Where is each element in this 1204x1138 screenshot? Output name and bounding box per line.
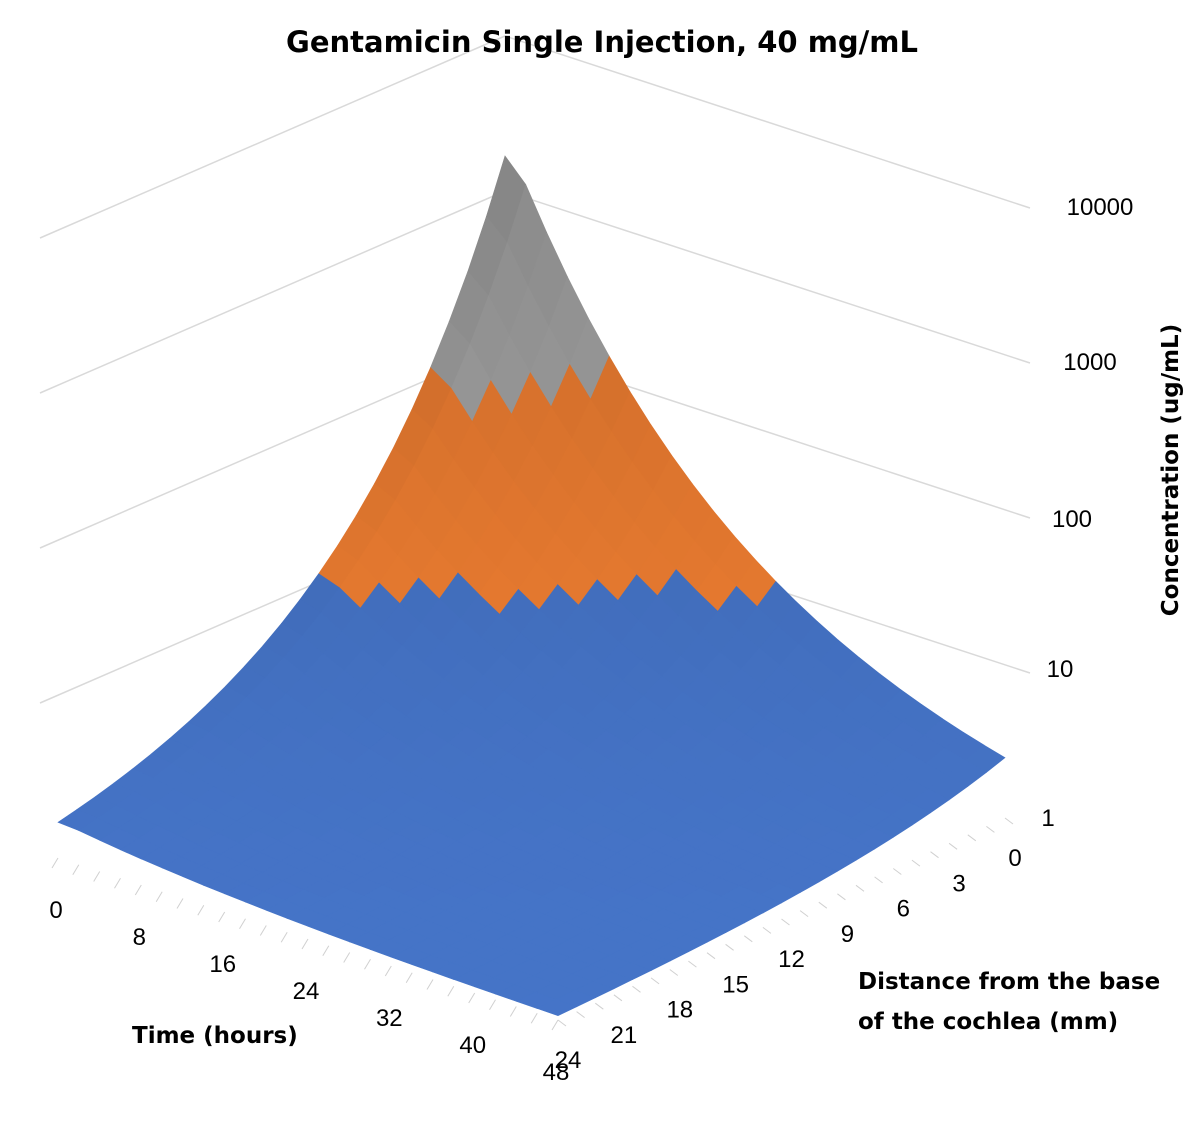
x-tick-mark [509, 1006, 517, 1017]
x-tick-mark [489, 999, 496, 1011]
y-tick-label: 12 [778, 946, 805, 973]
x-tick-label: 8 [133, 924, 146, 951]
y-tick-label: 15 [722, 971, 749, 998]
x-tick-mark [405, 972, 413, 984]
y-tick-mark [986, 826, 995, 833]
y-tick-mark [613, 994, 623, 1002]
y-tick-mark [930, 851, 939, 859]
z-tick-label: 10000 [1067, 194, 1134, 221]
x-tick-mark [72, 864, 80, 876]
surface-plot [57, 155, 1006, 1017]
y-tick-mark [911, 859, 921, 867]
y-tick-mark [650, 977, 660, 985]
x-tick-mark [197, 905, 205, 916]
x-tick-mark [239, 918, 246, 930]
surface-cell [536, 999, 578, 1017]
y-tick-mark [576, 1011, 585, 1018]
y-tick-label: 18 [666, 997, 693, 1024]
x-tick-mark [93, 871, 101, 882]
y-tick-label: 0 [1008, 845, 1021, 872]
x-tick-mark [280, 932, 288, 943]
x-tick-mark [322, 945, 330, 957]
z-tick-label: 100 [1052, 506, 1092, 533]
y-tick-mark [594, 1002, 604, 1010]
y-axis-title-line1: Distance from the base [858, 969, 1160, 995]
x-tick-label: 0 [49, 897, 62, 924]
y-tick-mark [632, 985, 641, 993]
x-tick-mark [426, 979, 434, 990]
x-tick-mark [301, 938, 309, 950]
gridline-right-3 [504, 190, 1031, 364]
gridline-left-3 [39, 190, 506, 394]
x-tick-mark [259, 925, 267, 936]
y-tick-mark [762, 927, 772, 934]
gridline-left-4 [39, 35, 506, 239]
y-tick-mark [557, 1019, 567, 1027]
x-tick-mark [176, 898, 184, 909]
y-tick-label: 9 [841, 921, 854, 948]
y-tick-mark [874, 876, 883, 884]
x-tick-mark [114, 878, 121, 889]
y-tick-mark [855, 884, 865, 892]
y-tick-mark [967, 834, 977, 842]
chart-title: Gentamicin Single Injection, 40 mg/mL [286, 25, 918, 59]
y-tick-mark [892, 868, 902, 875]
x-tick-mark [155, 891, 163, 903]
y-tick-mark [669, 969, 679, 976]
y-axis-title-line2: of the cochlea (mm) [858, 1009, 1118, 1035]
x-tick-mark [364, 959, 371, 970]
x-tick-mark [551, 1019, 559, 1031]
x-tick-mark [447, 986, 455, 997]
y-tick-label: 24 [555, 1047, 582, 1074]
x-tick-label: 40 [459, 1032, 486, 1059]
y-tick-mark [799, 910, 809, 917]
gridline-right-4 [504, 35, 1031, 209]
x-tick-mark [134, 884, 142, 896]
y-tick-mark [1004, 817, 1014, 825]
z-tick-label: 1000 [1063, 349, 1116, 376]
y-tick-mark [725, 943, 734, 951]
x-tick-label: 16 [209, 951, 236, 978]
y-tick-mark [818, 901, 828, 909]
x-tick-label: 32 [376, 1005, 403, 1032]
z-axis-title: Concentration (ug/mL) [1158, 324, 1184, 616]
y-tick-mark [837, 893, 846, 901]
z-tick-label: 1 [1041, 805, 1054, 832]
x-tick-mark [51, 857, 59, 869]
x-tick-label: 24 [293, 978, 320, 1005]
y-tick-mark [781, 918, 790, 926]
z-tick-label: 10 [1047, 656, 1074, 683]
x-tick-mark [218, 911, 226, 923]
x-tick-mark [343, 952, 351, 963]
x-axis-title: Time (hours) [132, 1023, 298, 1049]
x-tick-mark [530, 1013, 538, 1024]
y-tick-mark [948, 842, 958, 850]
y-tick-label: 6 [897, 896, 910, 923]
axis-ticks: 1 10 100 1000 10000 0 8 16 24 32 40 48 0 3 6 9 12 15 18 21 2… [49, 194, 1133, 1086]
y-tick-label: 3 [952, 870, 965, 897]
y-tick-mark [688, 960, 697, 968]
y-tick-mark [706, 952, 716, 960]
x-tick-mark [468, 992, 476, 1004]
x-tick-mark [384, 965, 392, 977]
y-tick-label: 21 [611, 1022, 638, 1049]
y-tick-mark [743, 935, 753, 943]
x-tick-label: 48 [543, 1059, 570, 1086]
